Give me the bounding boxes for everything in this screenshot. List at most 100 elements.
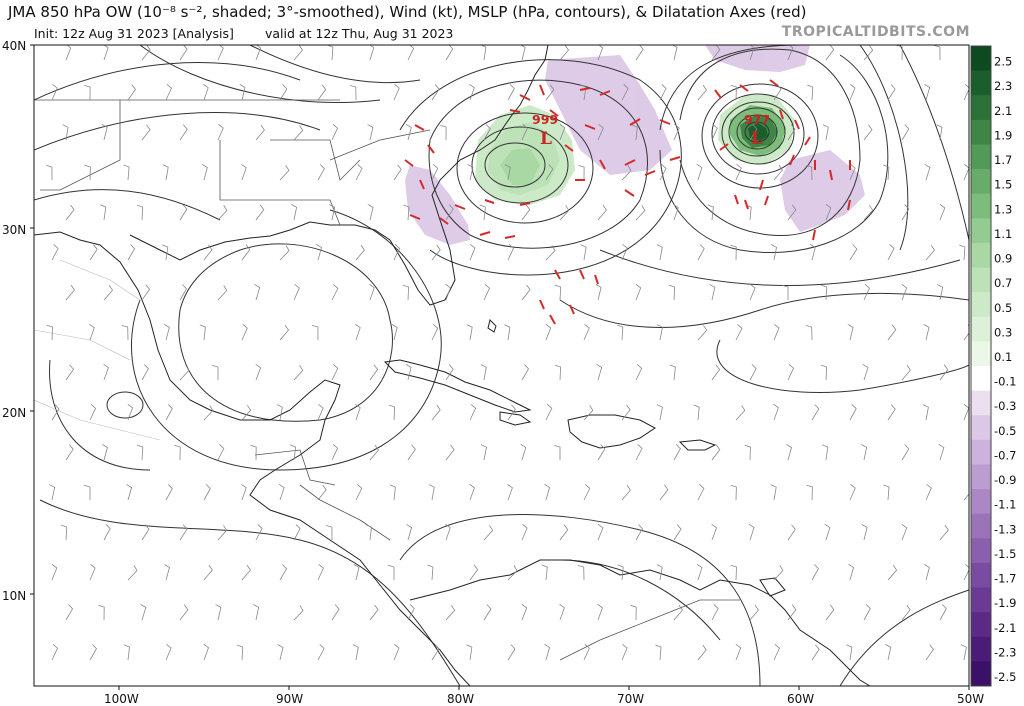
wind-barb (939, 364, 949, 381)
wind-barb (617, 324, 624, 341)
wind-barb (102, 444, 108, 461)
wind-barb (554, 364, 562, 381)
lon-label-50w: 50W (957, 692, 984, 706)
wind-barb (811, 564, 819, 581)
wind-barb (369, 444, 379, 461)
wind-barb (391, 324, 398, 341)
colorbar-label: 0.7 (994, 276, 1012, 290)
wind-barb (656, 404, 663, 421)
wind-barb (887, 564, 898, 581)
colorbar-label: -1.7 (994, 572, 1016, 586)
wind-barb (806, 484, 813, 501)
lon-label-60w: 60W (787, 692, 814, 706)
wind-barb (559, 123, 566, 141)
wind-barb (407, 45, 415, 61)
wind-barb (697, 484, 705, 501)
wind-barb (521, 523, 528, 541)
colorbar-swatch (971, 46, 991, 72)
wind-barb (824, 523, 831, 541)
wind-barb (65, 204, 75, 221)
wind-barb (583, 484, 591, 501)
wind-barb (656, 564, 663, 581)
wind-barb (165, 484, 173, 501)
wind-barb (212, 365, 219, 380)
wind-barb (621, 165, 632, 181)
wind-barb (885, 644, 892, 661)
colorbar-label: -0.7 (994, 448, 1016, 462)
wind-barb (901, 124, 910, 141)
wind-barb (51, 244, 59, 261)
wind-barb (939, 524, 949, 541)
wind-barb (696, 163, 703, 181)
wind-barb (278, 483, 285, 501)
wind-barb (352, 644, 359, 661)
wind-barb (787, 363, 794, 381)
wind-barb (255, 204, 265, 221)
wind-barb (164, 324, 170, 341)
wind-barb (617, 564, 624, 581)
wind-barb (507, 644, 516, 661)
wind-barb (353, 564, 360, 581)
wind-barb (469, 404, 477, 421)
wind-barb (241, 244, 251, 261)
wind-barb (631, 124, 638, 141)
wind-barb (963, 324, 969, 341)
wind-barb (597, 123, 604, 141)
longitude-axis: 100W 90W 80W 70W 60W 50W (104, 686, 984, 706)
wind-barb (369, 604, 379, 621)
wind-barb (369, 283, 375, 301)
wind-barbs (46, 45, 969, 661)
wind-barb (179, 284, 187, 301)
wind-barb (236, 644, 244, 661)
wind-barb (771, 244, 777, 261)
wind-barb (403, 204, 410, 221)
wind-barb (254, 284, 261, 301)
colorbar-label: -2.1 (994, 621, 1016, 635)
wind-barb (635, 364, 643, 381)
wind-barb (595, 284, 602, 301)
wind-barb (822, 444, 829, 461)
wind-barb (51, 643, 58, 661)
wind-barb (89, 244, 98, 261)
colorbar-label: -2.3 (994, 645, 1016, 659)
wind-barb (479, 204, 486, 221)
wind-barb (659, 164, 667, 181)
wind-barb (711, 123, 718, 141)
wind-barb (293, 605, 304, 621)
low-977: 977 L (744, 112, 770, 149)
wind-barb (730, 484, 737, 501)
wind-barb (673, 604, 683, 621)
wind-barb (773, 403, 779, 421)
wind-barb (697, 84, 707, 101)
colorbar-label: 1.3 (994, 202, 1012, 216)
wind-barb (787, 124, 796, 141)
wind-barb (203, 405, 214, 421)
wind-barb (469, 243, 476, 261)
wind-barb (849, 83, 856, 101)
colorbar-label: -1.5 (994, 547, 1016, 561)
init-time: Init: 12z Aug 31 2023 [Analysis] (34, 26, 234, 41)
wind-barb (469, 564, 479, 581)
colorbar-label: 0.3 (994, 325, 1012, 339)
lat-label-40n: 40N (2, 39, 26, 53)
wind-barb (749, 604, 759, 621)
wind-barb (65, 444, 74, 461)
wind-barb (367, 204, 374, 221)
colorbar-swatch (971, 513, 991, 539)
political-borders (34, 99, 740, 661)
wind-barb (445, 283, 451, 301)
wind-barb (367, 124, 374, 141)
wind-barb (846, 644, 853, 661)
wind-barb (389, 484, 396, 501)
wind-barb (693, 404, 700, 421)
wind-barb (241, 323, 248, 341)
low-999: 999 L (532, 112, 558, 149)
wind-barb (782, 285, 789, 300)
lat-label-20n: 20N (2, 406, 26, 420)
wind-barb (217, 525, 228, 541)
lon-label-100w: 100W (104, 692, 139, 706)
wind-barb (809, 244, 816, 261)
colorbar-swatch (971, 267, 991, 293)
colorbar-swatch (971, 636, 991, 662)
colorbar-label: -1.9 (994, 596, 1016, 610)
